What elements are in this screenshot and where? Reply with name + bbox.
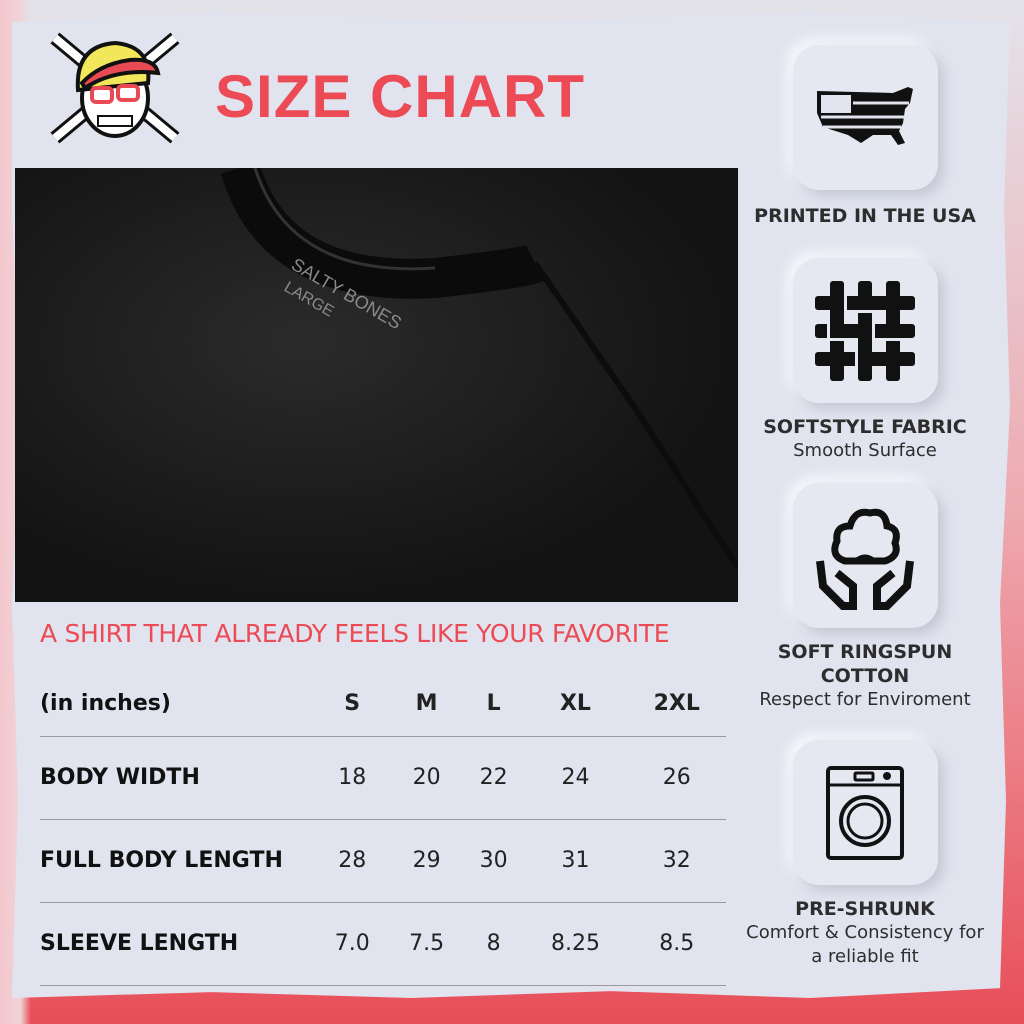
feature-title: PRE-SHRUNK <box>795 898 935 920</box>
row-label: FULL BODY LENGTH <box>40 819 315 903</box>
feature-title: SOFT RINGSPUN COTTON <box>777 641 953 687</box>
cell: 18 <box>315 736 390 820</box>
feature-subtitle: Comfort & Consistency for a reliable fit <box>746 922 984 967</box>
cell: 26 <box>627 736 726 820</box>
cell: 8.25 <box>523 902 628 986</box>
unit-label: (in inches) <box>40 672 315 737</box>
cell: 7.5 <box>389 902 464 986</box>
size-header: 2XL <box>627 672 726 737</box>
cell: 20 <box>389 736 464 820</box>
cell: 32 <box>627 819 726 903</box>
size-header: S <box>315 672 390 737</box>
table-row: SLEEVE LENGTH 7.0 7.5 8 8.25 8.5 <box>40 902 726 986</box>
size-table: (in inches) S M L XL 2XL BODY WIDTH 18 2… <box>40 672 726 986</box>
feature-ringspun-cotton: SOFT RINGSPUN COTTON Respect for Envirom… <box>745 483 985 712</box>
feature-title: SOFTSTYLE FABRIC <box>763 416 967 438</box>
table-header-row: (in inches) S M L XL 2XL <box>40 672 726 737</box>
row-label: SLEEVE LENGTH <box>40 902 315 986</box>
cell: 28 <box>315 819 390 903</box>
woven-fabric-icon <box>815 280 915 381</box>
table-row: FULL BODY LENGTH 28 29 30 31 32 <box>40 819 726 903</box>
washing-machine-icon <box>826 765 904 860</box>
size-header: L <box>463 672 524 737</box>
skull-crossbones-logo <box>50 32 180 144</box>
feature-softstyle-fabric: SOFTSTYLE FABRIC Smooth Surface <box>745 258 985 463</box>
feature-pre-shrunk: PRE-SHRUNK Comfort & Consistency for a r… <box>745 740 985 969</box>
feature-subtitle: Respect for Enviroment <box>759 689 971 710</box>
table-row: BODY WIDTH 18 20 22 24 26 <box>40 736 726 820</box>
cotton-hands-icon <box>816 508 914 610</box>
row-label: BODY WIDTH <box>40 736 315 820</box>
cell: 30 <box>463 819 524 903</box>
usa-flag-map-icon <box>816 86 913 145</box>
cell: 29 <box>389 819 464 903</box>
size-header: XL <box>523 672 628 737</box>
cell: 8.5 <box>627 902 726 986</box>
feature-subtitle: Smooth Surface <box>793 440 937 461</box>
cell: 31 <box>523 819 628 903</box>
feature-title: PRINTED IN THE USA <box>754 205 976 227</box>
cell: 8 <box>463 902 524 986</box>
cell: 22 <box>463 736 524 820</box>
page-title: SIZE CHART <box>215 63 585 130</box>
shirt-photo: SALTY BONES LARGE <box>15 168 738 602</box>
cell: 7.0 <box>315 902 390 986</box>
tagline: A SHIRT THAT ALREADY FEELS LIKE YOUR FAV… <box>40 619 670 648</box>
cell: 24 <box>523 736 628 820</box>
feature-printed-usa: PRINTED IN THE USA <box>745 45 985 228</box>
size-header: M <box>389 672 464 737</box>
